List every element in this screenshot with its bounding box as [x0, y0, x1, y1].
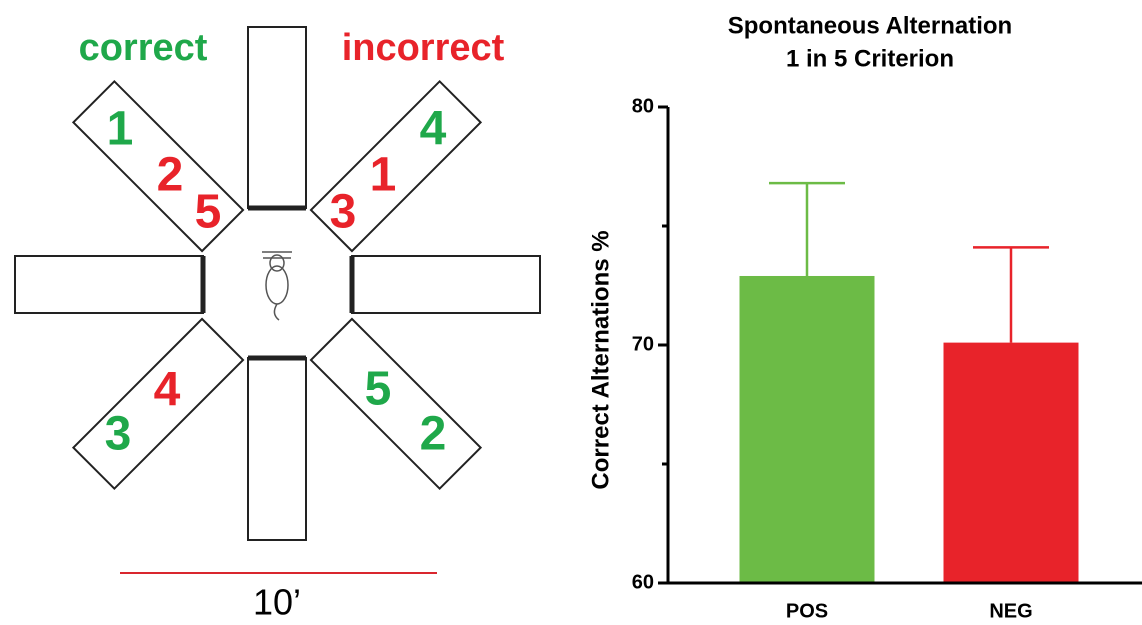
- legend-incorrect: incorrect: [342, 27, 505, 69]
- arm-number: 2: [420, 408, 447, 461]
- arm-number: 1: [370, 149, 397, 202]
- arm: [247, 357, 307, 541]
- arm-number: 2: [157, 149, 184, 202]
- arm: [71, 317, 245, 491]
- arm-number: 5: [365, 363, 392, 416]
- arm: [71, 79, 245, 253]
- y-tick-label: 80: [632, 95, 654, 117]
- bar: [739, 275, 875, 582]
- y-tick-label: 70: [632, 333, 654, 355]
- arm: [351, 255, 541, 314]
- chart-title: Spontaneous Alternation: [728, 12, 1012, 39]
- maze: [14, 26, 541, 541]
- scale-label: 10’: [253, 582, 301, 623]
- arm-number: 5: [195, 186, 222, 239]
- arm-number: 1: [107, 103, 134, 156]
- arm: [309, 79, 483, 253]
- arm-number: 4: [154, 364, 181, 417]
- x-tick-label: POS: [786, 600, 828, 622]
- legend-correct: correct: [79, 27, 208, 69]
- mouse-icon: [262, 251, 292, 321]
- arm: [247, 26, 307, 209]
- arm: [309, 317, 483, 491]
- plot: 60 70 80 POS NEG: [632, 95, 1142, 622]
- arm-number: 4: [420, 103, 447, 156]
- arm-number: 3: [105, 408, 132, 461]
- arm-number: 3: [330, 186, 357, 239]
- bar: [943, 342, 1079, 582]
- y-tick-label: 60: [632, 571, 654, 593]
- arm: [14, 255, 204, 314]
- x-tick-label: NEG: [989, 600, 1032, 622]
- y-axis-label: Correct Alternations %: [587, 230, 614, 489]
- chart-subtitle: 1 in 5 Criterion: [786, 45, 954, 72]
- doors: [200, 205, 355, 361]
